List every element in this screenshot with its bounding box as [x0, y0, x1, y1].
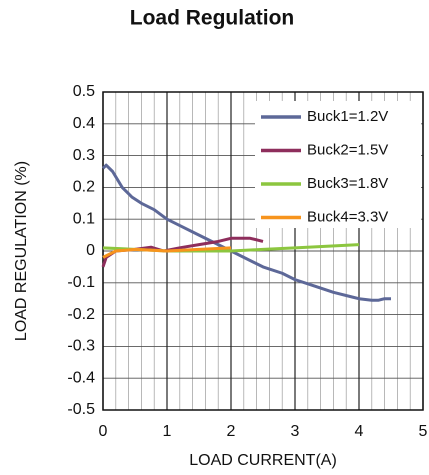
y-tick-label: 0.3 [73, 147, 95, 164]
plot-frame [102, 91, 424, 411]
legend-text: Buck2=1.5V [307, 141, 388, 158]
data-line [102, 246, 232, 259]
y-tick-label: -0.5 [67, 401, 95, 418]
y-tick-label: 0.4 [73, 115, 95, 132]
y-axis-label: LOAD REGULATION (%) [13, 161, 30, 341]
x-tick-label: 0 [99, 423, 108, 440]
y-tick-label: 0.2 [73, 179, 95, 196]
x-axis-label: LOAD CURRENT(A) [189, 452, 337, 469]
legend-text: Buck4=3.3V [307, 208, 388, 225]
y-tick-label: 0.5 [73, 83, 95, 100]
y-tick-label: -0.2 [67, 306, 95, 323]
y-tick-label: 0 [86, 242, 95, 259]
x-tick-label: 3 [291, 423, 300, 440]
chart-title: Load Regulation [130, 7, 295, 30]
y-tick-label: -0.4 [67, 369, 95, 386]
legend-text: Buck1=1.2V [307, 108, 388, 125]
legend-box [255, 101, 421, 228]
x-tick-label: 2 [227, 423, 236, 440]
x-tick-label: 1 [163, 423, 172, 440]
x-tick-label: 4 [355, 423, 364, 440]
y-tick-label: -0.3 [67, 338, 95, 355]
data-line [101, 163, 391, 302]
x-tick-label: 5 [419, 423, 428, 440]
y-tick-label: -0.1 [67, 274, 95, 291]
y-tick-label: 0.1 [73, 210, 95, 227]
legend-text: Buck3=1.8V [307, 175, 388, 192]
